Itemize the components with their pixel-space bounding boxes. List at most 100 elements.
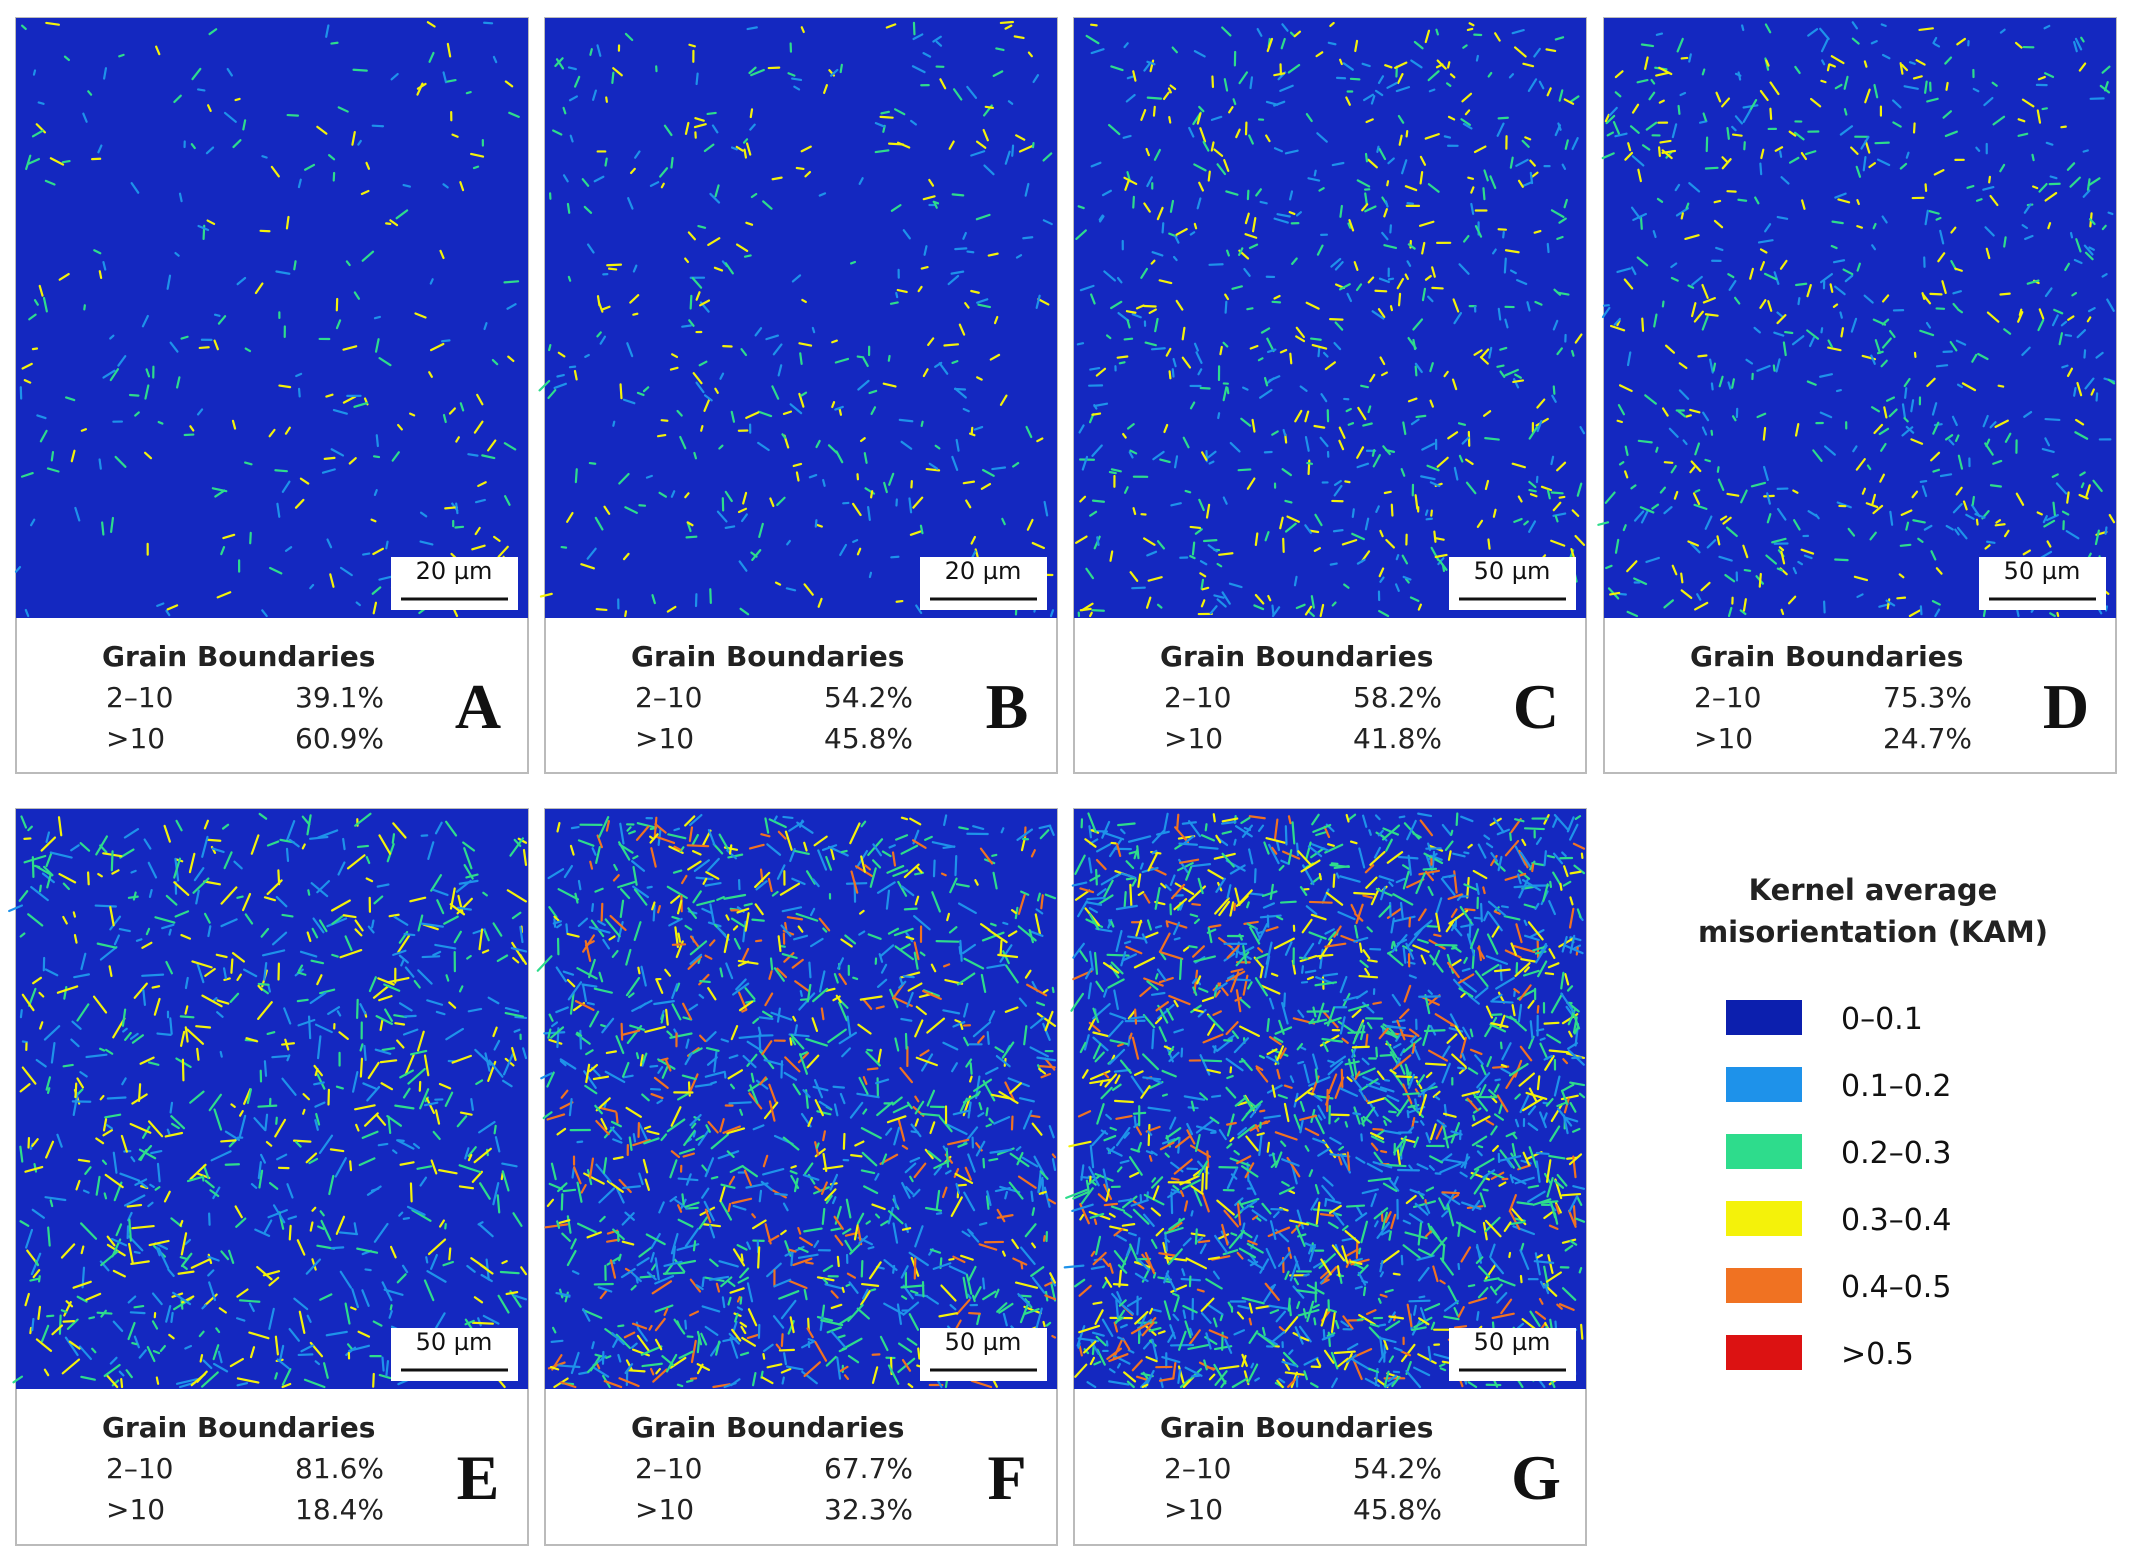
boundary <box>729 1164 744 1174</box>
boundary <box>314 1360 321 1366</box>
boundary <box>1132 70 1137 82</box>
boundary <box>685 1379 694 1383</box>
boundary <box>1117 311 1130 322</box>
boundary <box>619 383 623 400</box>
boundary <box>860 820 867 828</box>
boundary <box>626 1025 643 1045</box>
boundary <box>846 1272 857 1279</box>
boundary <box>1265 134 1271 143</box>
boundary <box>137 1180 148 1189</box>
boundary <box>1880 23 1887 27</box>
boundary <box>1414 494 1419 510</box>
boundary <box>1077 205 1085 210</box>
boundary <box>1606 131 1615 137</box>
boundary <box>281 1382 292 1389</box>
boundary <box>458 1164 482 1174</box>
boundary <box>885 1127 893 1136</box>
boundary <box>543 1031 566 1035</box>
boundary <box>371 919 375 929</box>
boundary <box>1094 1309 1104 1325</box>
boundary <box>752 1017 760 1024</box>
boundary <box>257 1104 278 1108</box>
boundary <box>1135 304 1145 310</box>
boundary <box>728 844 733 855</box>
boundary <box>2092 479 2103 493</box>
row-value: 81.6% <box>295 1452 384 1485</box>
boundary <box>1085 567 1095 580</box>
boundary <box>942 845 956 850</box>
boundary <box>966 85 978 99</box>
boundary <box>1412 338 1417 351</box>
boundary <box>510 946 528 953</box>
boundary <box>1401 864 1410 870</box>
boundary <box>559 1059 567 1067</box>
boundary <box>1043 500 1049 517</box>
boundary <box>1074 854 1086 876</box>
boundary <box>449 903 466 916</box>
boundary <box>996 1302 1008 1313</box>
boundary <box>562 1188 577 1193</box>
boundary <box>1156 206 1164 221</box>
boundary <box>962 480 976 485</box>
boundary <box>147 861 158 879</box>
boundary <box>106 1096 127 1100</box>
boundary <box>1421 442 1436 451</box>
boundary <box>1490 852 1499 862</box>
boundary <box>1900 509 1913 516</box>
boundary <box>1297 1233 1307 1238</box>
boundary <box>1989 194 1999 207</box>
boundary <box>860 1282 880 1288</box>
boundary <box>1431 1236 1448 1256</box>
boundary <box>80 1222 98 1240</box>
boundary <box>1279 516 1284 530</box>
boundary <box>1808 336 1815 348</box>
boundary <box>104 1113 122 1119</box>
boundary <box>892 1104 910 1114</box>
boundary <box>1322 1328 1326 1341</box>
boundary <box>958 826 969 831</box>
boundary <box>1482 187 1486 201</box>
boundary <box>762 1154 769 1168</box>
boundary <box>467 453 479 457</box>
boundary <box>249 1346 256 1359</box>
boundary <box>250 834 260 855</box>
boundary <box>1659 139 1672 144</box>
boundary <box>390 72 399 81</box>
boundary <box>1550 992 1564 1014</box>
boundary <box>1000 827 1005 834</box>
boundary <box>1364 192 1368 206</box>
boundary <box>216 1011 224 1018</box>
boundary <box>1147 1123 1151 1147</box>
boundary <box>1459 979 1477 993</box>
boundary <box>901 1181 911 1199</box>
boundary <box>1447 431 1459 440</box>
boundary <box>1985 247 1991 260</box>
boundary <box>1389 1069 1397 1075</box>
boundary <box>1873 83 1879 99</box>
boundary <box>1517 495 1523 503</box>
boundary <box>678 1259 697 1265</box>
boundary <box>586 547 597 560</box>
boundary <box>1680 56 1689 60</box>
boundary <box>121 1008 127 1027</box>
boundary <box>787 72 796 77</box>
boundary <box>1514 373 1522 379</box>
boundary <box>737 1276 750 1284</box>
boundary <box>293 1297 309 1311</box>
boundary <box>1148 1154 1153 1162</box>
boundary <box>1760 148 1765 160</box>
boundary <box>1357 406 1367 421</box>
boundary <box>739 1351 750 1357</box>
boundary <box>743 902 753 907</box>
boundary <box>476 393 484 406</box>
boundary <box>1189 554 1196 560</box>
boundary <box>974 548 979 558</box>
boundary <box>1460 118 1472 126</box>
boundary <box>1034 913 1042 935</box>
boundary <box>982 1290 997 1301</box>
boundary <box>1432 1265 1439 1283</box>
boundary <box>914 1225 924 1248</box>
boundary <box>800 391 808 397</box>
boundary <box>682 1002 693 1021</box>
boundary <box>1362 1115 1373 1124</box>
